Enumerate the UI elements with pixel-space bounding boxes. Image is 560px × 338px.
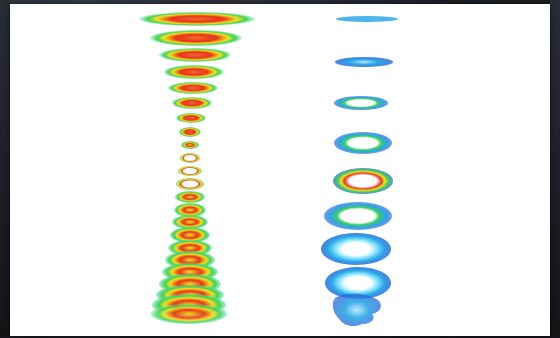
right-edge-shadow <box>550 0 560 338</box>
right-ring-stack <box>321 16 398 327</box>
figure-panel <box>10 4 550 336</box>
ring <box>151 304 227 324</box>
scattered-cloud <box>332 293 381 327</box>
ring <box>333 168 393 194</box>
ring <box>334 132 392 154</box>
ring <box>168 82 218 94</box>
ring <box>176 178 204 190</box>
ring <box>324 202 392 230</box>
ring <box>336 16 398 22</box>
ring <box>178 166 202 176</box>
ring <box>172 97 212 109</box>
ring <box>174 203 206 217</box>
ring <box>159 48 231 62</box>
ring <box>170 227 210 243</box>
ring <box>335 57 393 67</box>
ring <box>150 30 242 46</box>
ring <box>139 12 255 26</box>
ring <box>321 233 391 265</box>
ring <box>334 96 388 110</box>
ring <box>172 215 208 229</box>
ring <box>164 65 224 79</box>
left-ring-stack <box>139 12 255 324</box>
ring <box>181 141 199 149</box>
ring <box>180 153 200 163</box>
ring <box>175 191 205 203</box>
ring <box>179 127 201 137</box>
ring <box>325 267 391 299</box>
ring <box>176 113 206 123</box>
left-edge-shadow <box>0 0 10 338</box>
